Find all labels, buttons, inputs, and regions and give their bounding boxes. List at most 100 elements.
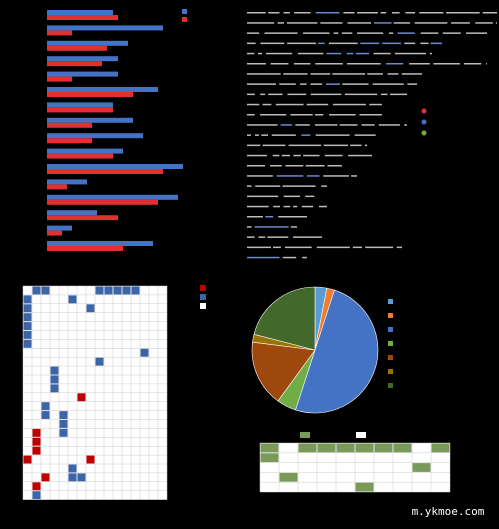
text-line [247, 246, 271, 249]
text-line [342, 83, 369, 85]
text-line [270, 165, 282, 167]
text-line [272, 154, 280, 157]
text-line [247, 256, 280, 259]
text-line [419, 12, 444, 14]
grid-cell [86, 455, 95, 464]
text-line [328, 42, 358, 45]
text-line [262, 144, 286, 147]
text-line [315, 12, 340, 14]
text-line [463, 63, 482, 65]
bar [47, 210, 97, 216]
grid-cell [140, 348, 149, 357]
text-line [247, 124, 278, 126]
text-line [324, 154, 343, 157]
text-line [247, 154, 267, 157]
text-line [321, 185, 327, 187]
text-line [482, 12, 497, 14]
text-line [347, 63, 381, 65]
text-line [247, 134, 252, 136]
bar [47, 76, 72, 82]
text-line [323, 175, 350, 177]
bar [47, 230, 62, 236]
text-line [302, 256, 307, 259]
bar [47, 92, 133, 97]
text-line [409, 63, 430, 65]
bar [47, 153, 113, 159]
text-line [372, 83, 404, 85]
text-line [278, 216, 307, 218]
text-line [254, 226, 289, 228]
text-line [247, 114, 255, 116]
text-line [315, 114, 324, 116]
text-line [247, 103, 260, 106]
text-line [247, 195, 279, 198]
text-line [288, 144, 322, 147]
grid-cell [95, 286, 104, 295]
grid-cell [23, 322, 32, 330]
text-line [414, 22, 448, 24]
text-line [247, 93, 255, 96]
text-line [351, 175, 357, 177]
text-line [446, 12, 480, 14]
text-line [390, 93, 407, 96]
text-line [247, 226, 252, 228]
text-line [247, 185, 252, 187]
grid-cell [131, 286, 140, 295]
text-line [260, 42, 285, 45]
text-line [277, 22, 284, 24]
legend-swatch [182, 9, 187, 14]
pie-slice [295, 289, 379, 414]
legend-swatch [388, 341, 393, 346]
legend-dot [421, 130, 427, 136]
grid-cell [68, 464, 77, 473]
text-line [310, 73, 331, 75]
text-line [396, 246, 402, 249]
pie-slice [253, 286, 316, 351]
text-line [247, 236, 255, 238]
bar [47, 194, 178, 200]
legend-swatch [200, 294, 206, 300]
bar [47, 102, 113, 108]
text-line [294, 12, 311, 14]
text-line [293, 154, 301, 157]
bar [47, 133, 143, 139]
text-line [285, 165, 304, 167]
text-line [283, 195, 301, 198]
grid-cell [59, 420, 68, 428]
text-line [388, 32, 394, 34]
text-line [287, 93, 307, 96]
grid-cell [32, 437, 41, 446]
text-line [380, 93, 388, 96]
text-line [387, 73, 399, 75]
grid-cell [23, 331, 32, 339]
text-line [270, 63, 289, 65]
text-line [401, 73, 422, 75]
text-line [323, 144, 349, 147]
bar [47, 225, 72, 231]
text-line [247, 12, 266, 14]
grid-cell [279, 472, 298, 482]
grid-cell [23, 313, 32, 322]
text-line [382, 42, 401, 45]
bar [47, 179, 87, 185]
text-line [347, 22, 372, 24]
text-line [275, 103, 304, 106]
text-line [326, 52, 342, 55]
text-line [451, 22, 470, 24]
text-line [301, 134, 311, 136]
text-line [369, 103, 382, 106]
bar [47, 246, 123, 251]
text-line [265, 216, 274, 218]
text-line [247, 32, 260, 34]
text-line [247, 144, 261, 147]
bar [47, 199, 158, 205]
text-line [373, 52, 391, 55]
grid-cell [374, 443, 393, 453]
bar [47, 71, 118, 77]
bar [47, 56, 118, 62]
text-line [262, 103, 272, 106]
text-line [295, 124, 310, 126]
text-line [341, 32, 353, 34]
text-line [348, 154, 372, 157]
text-line [282, 256, 297, 259]
